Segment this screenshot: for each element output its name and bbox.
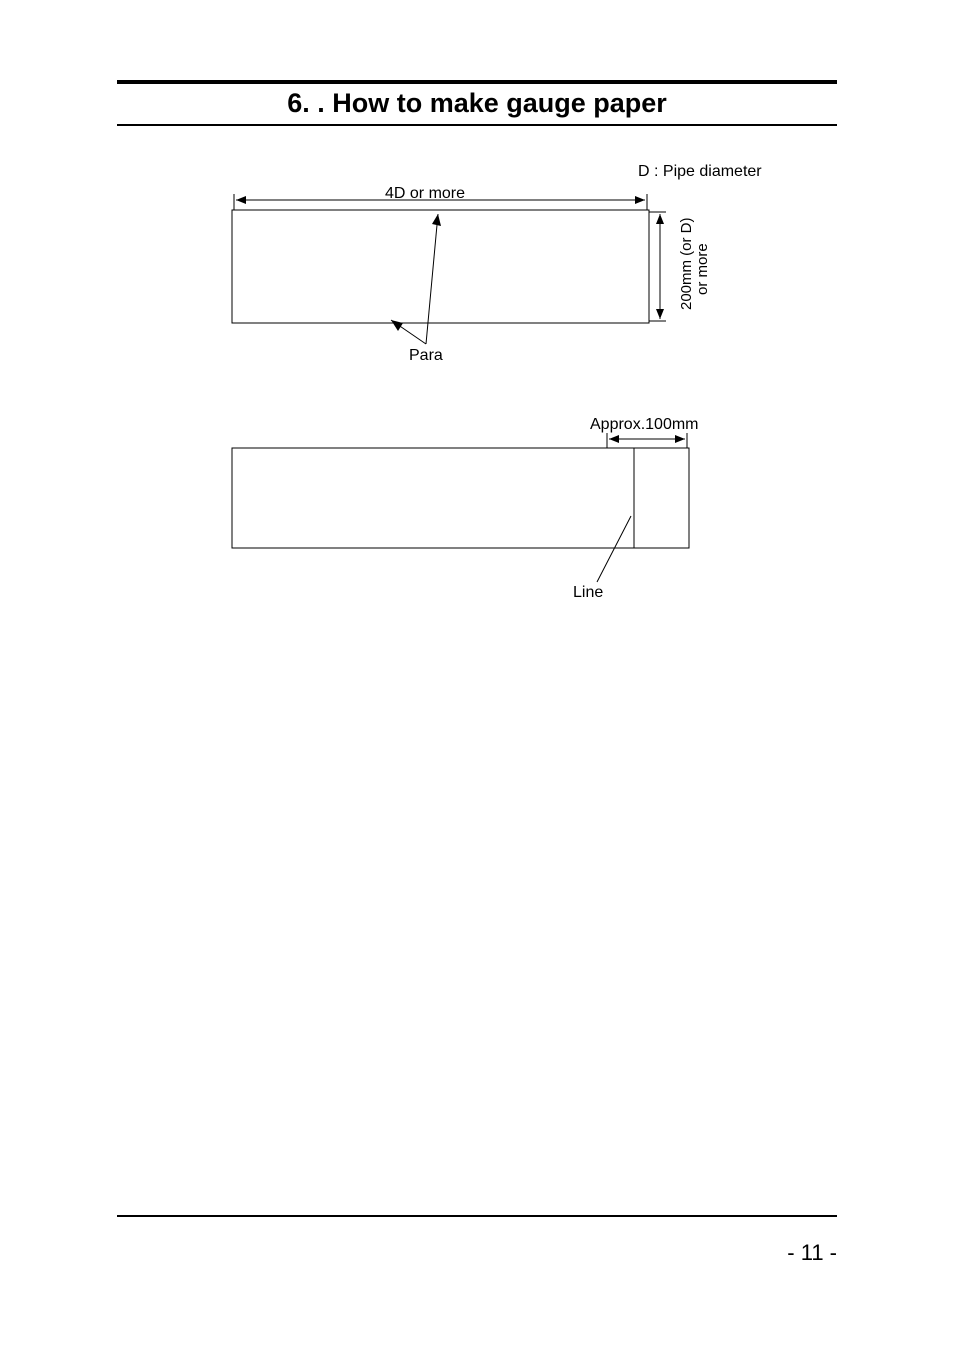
- bottom-rule: [117, 1215, 837, 1217]
- page-number: - 11 -: [787, 1240, 837, 1266]
- fig2-top-dim-label: Approx.100mm: [590, 416, 699, 434]
- page: 6. . How to make gauge paper D : Pipe di…: [0, 0, 954, 1351]
- fig2-line-label: Line: [573, 584, 603, 602]
- figure-2: [0, 0, 954, 700]
